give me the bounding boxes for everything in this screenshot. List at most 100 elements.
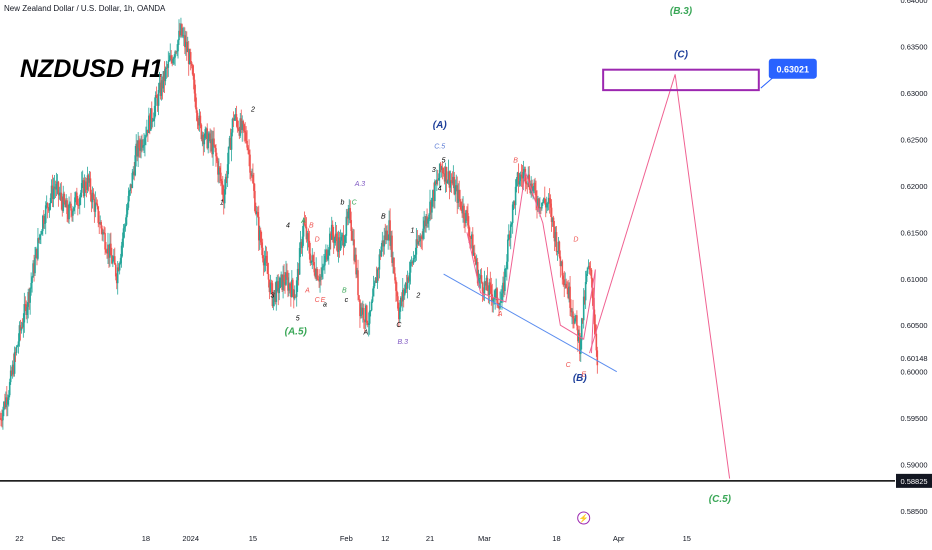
candle-body <box>92 192 95 199</box>
candle-body <box>276 281 279 283</box>
candle-body <box>526 183 529 185</box>
candle-body <box>87 175 90 183</box>
candle-body <box>407 277 410 282</box>
candle-body <box>595 333 598 351</box>
candle-body <box>332 235 335 243</box>
candle-body <box>494 290 496 299</box>
candle-body <box>403 289 406 296</box>
candle-body <box>133 171 136 176</box>
wave-label: B <box>381 213 386 220</box>
candle-body <box>547 197 550 204</box>
candle-body <box>237 128 240 130</box>
candle-body <box>74 197 76 208</box>
candle-body <box>149 115 151 131</box>
candle-body <box>233 118 236 121</box>
x-tick-label: 18 <box>142 534 150 543</box>
candle-body <box>232 118 235 121</box>
candle-body <box>379 254 382 257</box>
candle-body <box>322 266 324 268</box>
candle-body <box>460 201 462 210</box>
candle-body <box>292 279 294 290</box>
candle-body <box>422 228 424 239</box>
candle-body <box>462 205 464 214</box>
candle-body <box>396 290 398 297</box>
candle-body <box>128 190 131 196</box>
candle-body <box>514 186 517 206</box>
candle-body <box>384 235 387 240</box>
candle-body <box>347 211 350 219</box>
candle-body <box>183 35 185 37</box>
candle-body <box>32 263 34 278</box>
candle-body <box>420 236 423 239</box>
candle-body <box>168 60 171 62</box>
candle-body <box>22 322 25 328</box>
candle-body <box>419 236 422 242</box>
candle-body <box>431 198 433 213</box>
candle-body <box>478 278 481 280</box>
wave-label: D <box>573 237 578 244</box>
candle-body <box>361 307 363 315</box>
candle-body <box>265 255 268 264</box>
candle-body <box>5 397 7 408</box>
candle-body <box>106 252 108 254</box>
candle-body <box>470 236 472 239</box>
candle-body <box>40 234 42 236</box>
candle-body <box>471 234 473 239</box>
candle-body <box>356 270 358 275</box>
candle-body <box>209 133 211 144</box>
candle-body <box>545 203 548 208</box>
candle-body <box>329 233 332 240</box>
candle-body <box>565 283 567 288</box>
candle-body <box>517 172 520 185</box>
candle-body <box>391 235 393 263</box>
candle-body <box>511 204 514 223</box>
candle-body <box>392 257 394 263</box>
candle-body <box>157 89 160 106</box>
candle-body <box>34 257 36 274</box>
candle-body <box>196 112 199 122</box>
candle-body <box>307 233 310 241</box>
candle-body <box>304 224 307 227</box>
candle-body <box>596 350 599 366</box>
candle-body <box>362 307 364 315</box>
candle-body <box>175 51 177 53</box>
candle-body <box>580 318 583 341</box>
candle-body <box>587 265 590 268</box>
y-tick-label: 0.60148 <box>900 354 927 363</box>
candle-body <box>568 286 570 298</box>
candle-body <box>385 230 388 240</box>
candle-body <box>109 243 111 258</box>
candle-body <box>181 24 183 36</box>
candle-body <box>471 234 474 256</box>
candle-body <box>331 224 334 236</box>
candle-body <box>353 239 355 261</box>
candle-body <box>484 281 487 286</box>
candle-body <box>62 193 65 211</box>
candle-body <box>288 283 290 291</box>
candle-body <box>466 210 468 214</box>
candle-body <box>488 282 491 296</box>
candle-body <box>254 190 256 211</box>
candle-body <box>161 80 164 89</box>
candle-body <box>559 256 562 267</box>
candle-body <box>345 216 348 236</box>
candle-body <box>292 289 295 299</box>
candle-body <box>281 274 283 290</box>
y-tick-label: 0.62500 <box>900 135 927 144</box>
candle-body <box>339 240 342 251</box>
candle-body <box>367 323 370 325</box>
candle-body <box>44 205 47 223</box>
candle-body <box>283 274 285 282</box>
candle-body <box>572 311 574 319</box>
candle-body <box>77 205 80 206</box>
candle-body <box>202 134 205 145</box>
candle-body <box>305 226 308 240</box>
candle-body <box>84 181 87 190</box>
candle-body <box>111 255 113 264</box>
candle-body <box>35 248 37 258</box>
candle-body <box>282 274 284 290</box>
candle-body <box>192 74 195 80</box>
candle-body <box>131 172 134 188</box>
candle-body <box>516 172 519 179</box>
